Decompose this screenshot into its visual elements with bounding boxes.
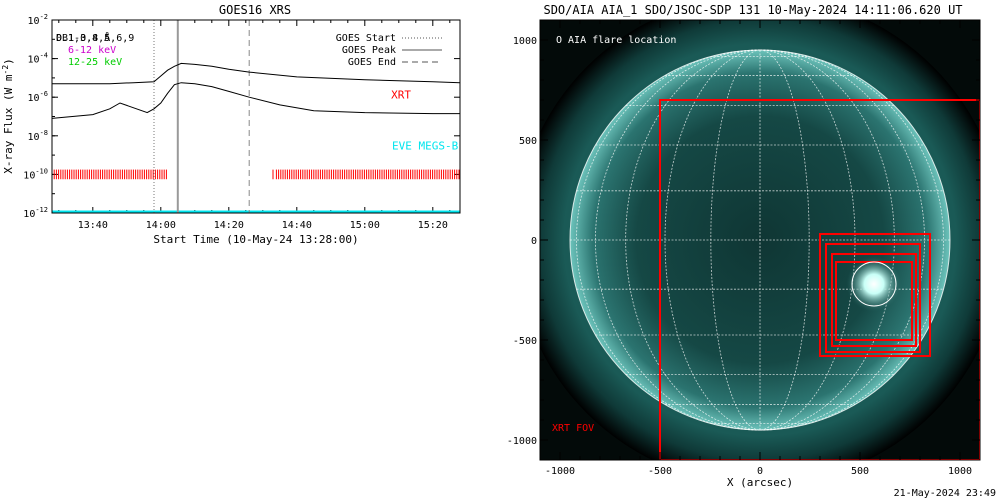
series-long-line	[52, 62, 461, 85]
longitude-line	[625, 49, 761, 431]
y-tick-label: 10-4	[28, 52, 48, 66]
y-tick-base: 10	[23, 209, 35, 220]
legend-12-25kev: 12-25 keV	[68, 57, 122, 68]
xrt-annotation: XRT	[391, 88, 411, 101]
xrt-pointing-box	[819, 233, 931, 357]
x-tick-label: 14:00	[146, 220, 176, 231]
legend-dbs: DB1,3,4,5,6,9	[56, 33, 134, 44]
xrt-pointing-box	[831, 253, 917, 347]
y-tick-exp: -12	[35, 206, 48, 214]
longitude-line	[595, 49, 761, 431]
goes-frame	[51, 19, 461, 214]
x-tick-label: 1000	[948, 466, 972, 477]
goes-y-axis-label: X-ray Flux (W m-2)	[1, 58, 15, 174]
xrt-fov-label: XRT FOV	[552, 423, 594, 434]
y-tick-label: 10-8	[28, 129, 48, 143]
goes-title: GOES16 XRS	[219, 3, 291, 17]
y-tick-label: -500	[513, 336, 537, 347]
legend-solid-label: GOES Peak	[342, 45, 396, 56]
xrt-fov-boxes	[659, 99, 980, 460]
x-tick-label: 13:40	[78, 220, 108, 231]
x-tick-label: 14:40	[282, 220, 312, 231]
longitude-line	[759, 49, 810, 431]
longitude-line	[759, 49, 856, 431]
y-tick-base: 10	[28, 16, 40, 27]
longitude-line	[759, 49, 925, 431]
ylabel-text: X-ray Flux (W m	[2, 74, 15, 174]
y-tick-exp: -4	[40, 52, 48, 60]
y-tick-label: -1000	[507, 436, 537, 447]
ylabel-sup: -2	[1, 65, 10, 75]
footer-timestamp: 21-May-2024 23:49	[894, 488, 996, 499]
legend-channel-long: 0.1-0.8 Å	[56, 31, 110, 44]
y-tick-base: 10	[23, 170, 35, 181]
xrt-fov-box	[659, 99, 980, 460]
y-tick-base: 10	[28, 93, 40, 104]
longitude-line	[576, 49, 761, 431]
goes-xrs-plot: GOES16 XRS 10-1210-1010-810-610-410-213:…	[1, 3, 461, 246]
longitude-line	[759, 49, 895, 431]
x-tick-label: 14:20	[214, 220, 244, 231]
x-tick-label: 15:20	[418, 220, 448, 231]
x-tick-label: -1000	[545, 466, 575, 477]
series-short-line	[51, 82, 460, 119]
ylabel-close: )	[2, 58, 15, 65]
aia-image: O AIA flare location XRT FOV	[540, 20, 980, 460]
y-tick-label: 0	[531, 236, 537, 247]
y-tick-label: 10-2	[28, 13, 48, 27]
goes-x-axis-label: Start Time (10-May-24 13:28:00)	[153, 233, 358, 246]
heliographic-grid	[569, 49, 951, 431]
x-tick-label: 500	[851, 466, 869, 477]
flare-legend: O AIA flare location	[556, 35, 676, 46]
y-tick-exp: -10	[35, 167, 48, 175]
legend-6-12kev: 6-12 keV	[68, 45, 116, 56]
aia-x-axis-label: X (arcsec)	[727, 476, 793, 489]
legend-dotted-label: GOES Start	[336, 33, 396, 44]
flare-location-marker	[851, 261, 897, 307]
y-tick-label: 10-6	[28, 90, 48, 104]
aia-image-plot: SDO/AIA AIA_1 SDO/JSOC-SDP 131 10-May-20…	[507, 3, 996, 499]
y-tick-exp: -6	[40, 90, 48, 98]
eve-annotation: EVE MEGS-B	[392, 139, 459, 152]
x-tick-label: 0	[757, 466, 763, 477]
y-tick-base: 10	[28, 132, 40, 143]
x-tick-label: 15:00	[350, 220, 380, 231]
y-tick-label: 10-12	[23, 206, 48, 220]
limb-outline	[569, 49, 951, 431]
longitude-line	[664, 49, 761, 431]
x-tick-label: -500	[648, 466, 672, 477]
y-tick-exp: -8	[40, 129, 48, 137]
y-tick-exp: -2	[40, 13, 48, 21]
y-tick-base: 10	[28, 55, 40, 66]
xrt-pointing-box	[825, 243, 921, 353]
legend-dashed-label: GOES End	[348, 57, 396, 68]
y-tick-label: 1000	[513, 36, 537, 47]
y-tick-label: 10-10	[23, 167, 48, 181]
longitude-line	[759, 49, 944, 431]
aia-axes: -1000 -500 0 500 1000 1000 500 0 -500 -1000	[507, 20, 980, 477]
y-tick-label: 500	[519, 136, 537, 147]
aia-title: SDO/AIA AIA_1 SDO/JSOC-SDP 131 10-May-20…	[543, 3, 962, 17]
longitude-line	[710, 49, 761, 431]
flare-glow	[846, 256, 902, 312]
